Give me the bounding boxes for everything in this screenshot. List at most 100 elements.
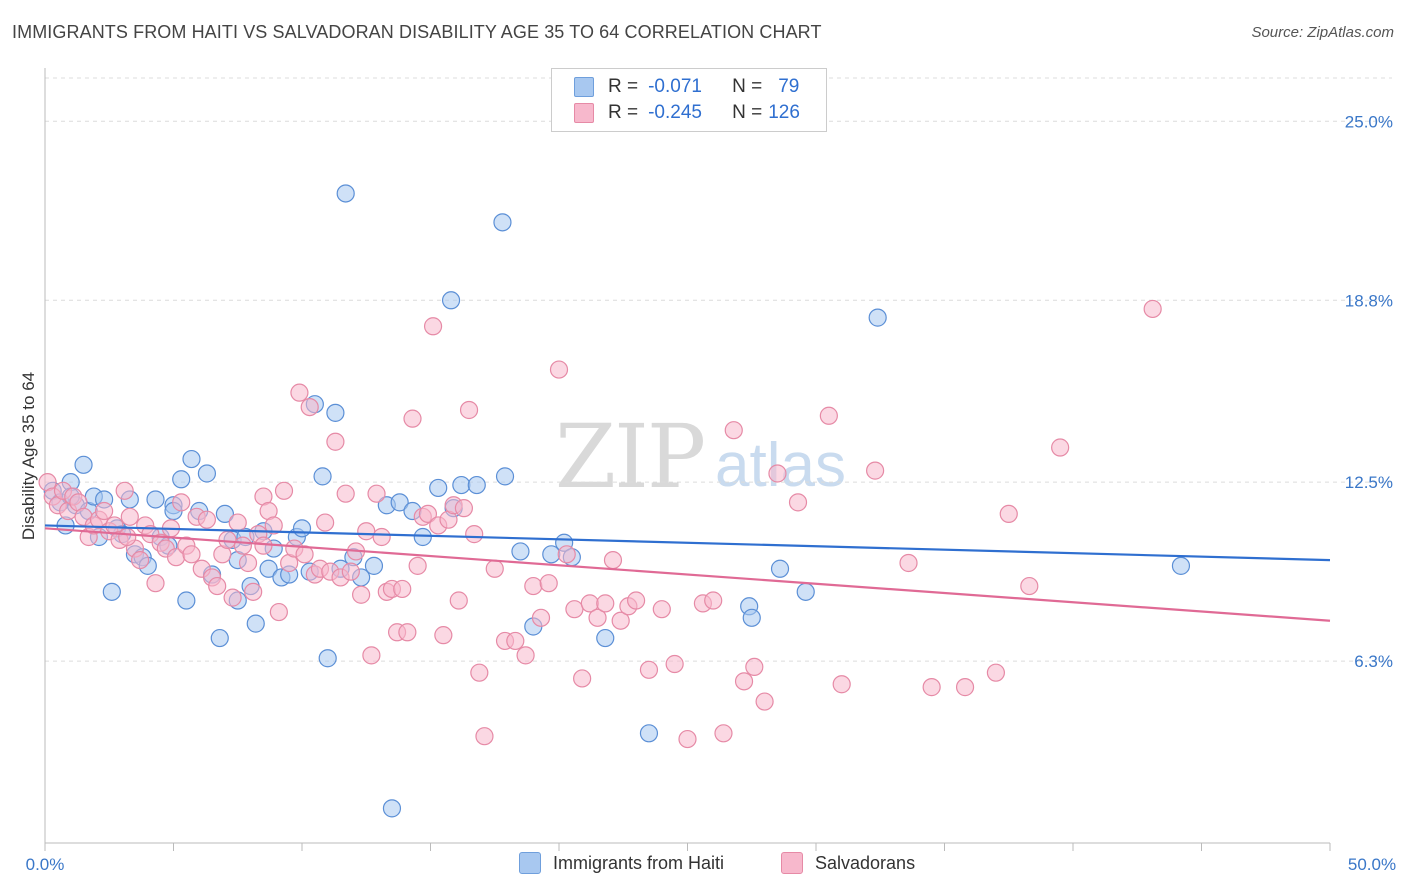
salvadoran-point xyxy=(197,510,217,529)
salvadoran-point xyxy=(434,626,453,645)
legend-item-haiti: Immigrants from Haiti xyxy=(519,852,724,874)
haiti-point xyxy=(318,649,337,668)
salvadoran-point xyxy=(899,553,918,573)
haiti-point xyxy=(146,490,165,509)
salvadoran-point xyxy=(665,654,684,674)
salvadoran-point xyxy=(326,432,345,451)
salvadoran-point xyxy=(557,545,576,564)
salvadoran-point xyxy=(352,585,371,604)
source-credit: Source: ZipAtlas.com xyxy=(1251,24,1394,41)
salvadoran-point xyxy=(264,516,283,535)
haiti-point xyxy=(74,455,93,474)
salvadoran-point xyxy=(1051,438,1070,457)
salvadoran-point xyxy=(300,397,319,417)
watermark-zip: ZIP xyxy=(555,405,706,508)
salvadoran-point xyxy=(295,545,314,564)
salvadoran-point xyxy=(549,360,569,379)
salvadoran-point xyxy=(955,678,975,697)
salvadoran-point xyxy=(244,582,263,601)
haiti-point xyxy=(177,591,196,610)
salvadoran-point xyxy=(208,576,227,596)
haiti-point xyxy=(390,493,409,512)
haiti-point xyxy=(172,470,191,489)
salvadoran-point xyxy=(755,692,774,711)
legend-swatch-salvadorans xyxy=(781,852,803,874)
salvadoran-point xyxy=(588,608,607,627)
haiti-point xyxy=(493,213,512,232)
salvadoran-point xyxy=(626,591,646,610)
salvadoran-point xyxy=(454,499,474,518)
legend-swatch-salvadorans xyxy=(574,103,594,123)
legend-n-value: 126 xyxy=(768,102,800,123)
haiti-point xyxy=(511,542,530,561)
correlation-legend: R = -0.071 N = 79 R = -0.245 N = 126 xyxy=(551,68,827,132)
haiti-point xyxy=(1171,556,1191,575)
salvadoran-point xyxy=(714,724,733,743)
salvadoran-point xyxy=(115,481,134,500)
haiti-point xyxy=(197,464,217,483)
legend-swatch-haiti xyxy=(574,77,594,97)
salvadoran-point xyxy=(269,602,288,622)
salvadoran-point xyxy=(485,559,504,578)
x-tick-label: 50.0% xyxy=(1348,855,1396,874)
salvadoran-point xyxy=(603,550,623,570)
haiti-trend-line xyxy=(44,524,1331,562)
haiti-point xyxy=(868,308,887,327)
haiti-point xyxy=(429,478,448,498)
salvadoran-point xyxy=(372,527,391,547)
salvadoran-point xyxy=(573,669,592,688)
salvadoran-point xyxy=(524,576,543,596)
y-tick-label: 18.8% xyxy=(1345,291,1393,310)
haiti-point xyxy=(364,556,384,575)
salvadoran-point xyxy=(233,536,252,555)
salvadoran-point xyxy=(223,588,242,607)
salvadoran-point xyxy=(745,657,764,677)
salvadoran-point xyxy=(922,678,941,697)
legend-r-value: -0.071 xyxy=(648,76,702,97)
salvadoran-point xyxy=(639,660,659,679)
haiti-point xyxy=(102,582,121,601)
salvadoran-point xyxy=(393,579,412,599)
haiti-point xyxy=(441,291,461,310)
salvadoran-point xyxy=(475,727,494,746)
salvadoran-point xyxy=(118,527,137,547)
salvadoran-point xyxy=(228,513,247,532)
salvadoran-point xyxy=(986,663,1006,682)
salvadoran-point xyxy=(398,623,417,642)
salvadoran-point xyxy=(539,574,558,593)
haiti-point xyxy=(326,403,345,422)
legend-label-salvadorans: Salvadorans xyxy=(815,852,916,873)
salvadoran-point xyxy=(819,406,838,425)
salvadoran-point xyxy=(678,729,697,749)
salvadoran-point xyxy=(506,631,525,651)
salvadoran-point xyxy=(999,504,1018,524)
salvadoran-point xyxy=(408,556,427,575)
haiti-point xyxy=(259,559,278,578)
salvadoran-point xyxy=(290,383,309,402)
haiti-point xyxy=(467,475,486,495)
salvadoran-point xyxy=(704,591,723,610)
legend-swatch-haiti xyxy=(519,852,541,874)
legend-row-haiti: R = -0.071 N = 79 xyxy=(574,74,799,100)
x-tick-label: 0.0% xyxy=(26,855,65,874)
haiti-point xyxy=(413,527,432,547)
haiti-point xyxy=(313,467,332,486)
haiti-point xyxy=(292,519,312,538)
y-tick-label: 6.3% xyxy=(1354,652,1393,671)
salvadoran-point xyxy=(403,409,422,428)
chart-title: IMMIGRANTS FROM HAITI VS SALVADORAN DISA… xyxy=(12,22,822,42)
haiti-point xyxy=(495,467,515,486)
salvadoran-point xyxy=(470,663,489,682)
salvadoran-point xyxy=(120,507,139,526)
y-axis-title: Disability Age 35 to 64 xyxy=(19,372,38,540)
salvadoran-point xyxy=(367,484,386,503)
haiti-point xyxy=(770,559,790,578)
salvadoran-point xyxy=(465,525,484,544)
salvadoran-point xyxy=(423,317,443,336)
series-legend: Immigrants from Haiti Salvadorans xyxy=(0,852,1406,878)
haiti-point xyxy=(452,475,471,495)
haiti-point xyxy=(182,449,201,469)
haiti-point xyxy=(596,628,615,648)
salvadoran-point xyxy=(130,550,150,570)
